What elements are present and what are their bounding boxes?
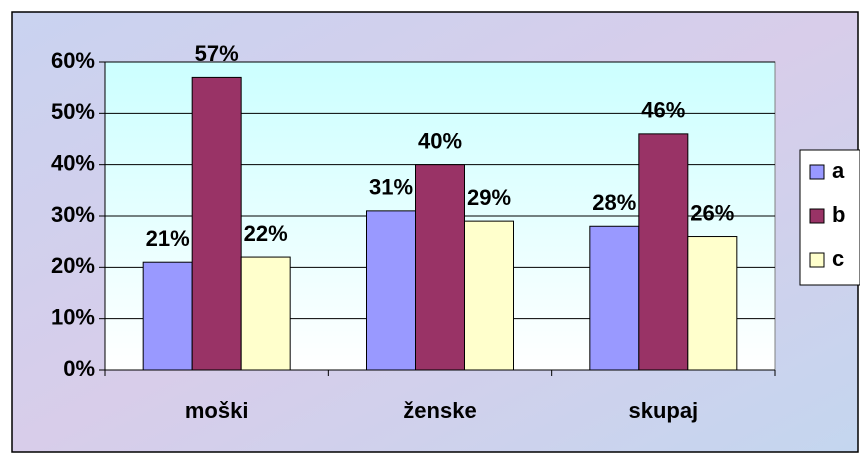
data-label: 26% (690, 200, 734, 225)
bar (464, 220, 514, 371)
y-tick-label: 0% (63, 356, 95, 381)
x-tick-label: skupaj (628, 398, 698, 423)
x-tick-label: ženske (403, 398, 476, 423)
legend-swatch (809, 208, 825, 224)
data-label: 46% (641, 98, 685, 123)
data-label: 29% (467, 185, 511, 210)
bar (638, 133, 689, 371)
bar (366, 210, 416, 371)
y-tick-label: 10% (51, 304, 95, 329)
bar (142, 261, 193, 371)
bar (687, 236, 738, 371)
legend-swatch (809, 164, 825, 180)
x-tick-label: moški (185, 398, 249, 423)
data-label: 57% (195, 41, 239, 66)
bar (191, 76, 242, 371)
bar (415, 164, 465, 371)
data-label: 28% (592, 190, 636, 215)
bar (589, 225, 640, 371)
legend-label: b (832, 202, 845, 227)
data-label: 21% (146, 226, 190, 251)
y-tick-label: 30% (51, 202, 95, 227)
y-tick-label: 20% (51, 253, 95, 278)
bar (240, 256, 291, 371)
data-label: 31% (369, 175, 413, 200)
legend-box (799, 149, 860, 286)
y-tick-label: 50% (51, 99, 95, 124)
legend-swatch (809, 252, 825, 268)
y-tick-label: 60% (51, 48, 95, 73)
legend-label: a (832, 158, 845, 183)
legend-label: c (832, 246, 844, 271)
data-label: 40% (418, 128, 462, 153)
y-tick-label: 40% (51, 150, 95, 175)
data-label: 22% (244, 221, 288, 246)
